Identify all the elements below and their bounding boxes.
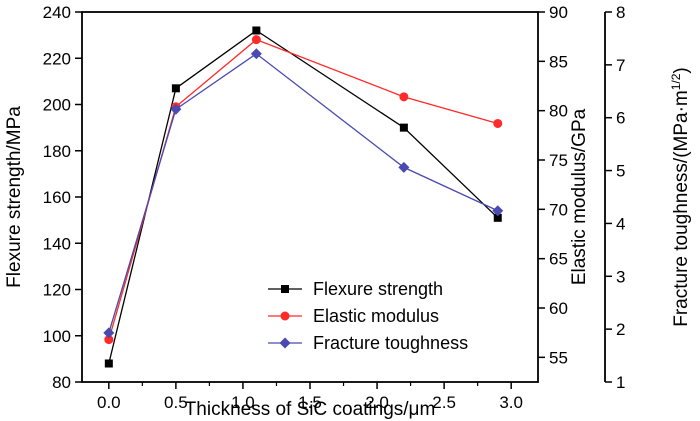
- data-point-1: [399, 92, 409, 102]
- data-point-1: [493, 118, 503, 128]
- left-tick-label: 180: [43, 142, 71, 161]
- right1-tick-label: 60: [549, 299, 568, 318]
- y-axis-right1-title: Elastic modulus/GPa: [569, 108, 590, 285]
- data-point-0: [171, 84, 180, 93]
- right2-tick-label: 2: [616, 320, 625, 339]
- left-tick-label: 200: [43, 96, 71, 115]
- x-tick-label: 1.5: [298, 393, 322, 412]
- data-point-2: [492, 205, 504, 217]
- plot-frame: [81, 11, 606, 383]
- series-layer: [103, 26, 504, 368]
- x-tick-label: 2.0: [365, 393, 389, 412]
- right2-tick-label: 4: [616, 214, 625, 233]
- left-tick-label: 100: [43, 327, 71, 346]
- data-point-0: [493, 213, 502, 222]
- left-tick-label: 160: [43, 188, 71, 207]
- left-tick-label: 220: [43, 49, 71, 68]
- y-axis-right2-title: Fracture toughness/(MPa·m1/2): [669, 67, 692, 327]
- data-point-1: [104, 335, 114, 345]
- x-tick-label: 0.5: [164, 393, 188, 412]
- data-point-1: [251, 35, 261, 45]
- right1-tick-label: 90: [549, 3, 568, 22]
- right1-tick-label: 65: [549, 250, 568, 269]
- right2-tick-label: 1: [616, 373, 625, 392]
- axis-titles: Thickness of SiC coatings/μm Flexure str…: [4, 67, 692, 420]
- right1-tick-label: 80: [549, 102, 568, 121]
- series-line-0: [108, 29, 499, 364]
- data-point-0: [399, 123, 408, 132]
- left-tick-label: 240: [43, 3, 71, 22]
- y-axis-right2-title-end: ): [671, 67, 692, 73]
- axis-ticks: [75, 11, 612, 389]
- y-axis-left-title: Flexure strength/MPa: [4, 106, 25, 288]
- x-tick-label: 0.0: [97, 393, 121, 412]
- right1-tick-label: 75: [549, 151, 568, 170]
- data-point-2: [398, 161, 410, 173]
- right2-tick-label: 8: [616, 3, 625, 22]
- y-axis-right2-title-sup: 1/2: [669, 73, 683, 90]
- x-tick-label: 1.0: [231, 393, 255, 412]
- right1-tick-label: 70: [549, 200, 568, 219]
- right2-tick-label: 7: [616, 56, 625, 75]
- left-tick-label: 140: [43, 234, 71, 253]
- y-axis-right2-title-main: Fracture toughness/(MPa·m: [671, 90, 692, 327]
- data-point-2: [170, 103, 182, 115]
- right2-tick-label: 6: [616, 109, 625, 128]
- legend: Flexure strength Elastic modulus Fracture …: [268, 279, 468, 353]
- right2-tick-label: 3: [616, 267, 625, 286]
- right2-tick-label: 5: [616, 162, 625, 181]
- x-tick-label: 2.5: [432, 393, 456, 412]
- data-point-0: [104, 359, 113, 368]
- legend-label: Flexure strength: [313, 279, 443, 299]
- right1-tick-label: 85: [549, 52, 568, 71]
- tick-labels: 0.0 0.5 1.0 1.5 2.0 2.5 3.08010012014016018020…: [43, 3, 626, 412]
- x-axis-title: Thickness of SiC coatings/μm: [185, 399, 436, 420]
- left-tick-label: 120: [43, 281, 71, 300]
- legend-label: Elastic modulus: [313, 306, 439, 326]
- data-point-2: [103, 327, 115, 339]
- legend-marker: [280, 311, 290, 321]
- legend-label: Fracture toughness: [313, 333, 468, 353]
- data-point-0: [252, 26, 261, 35]
- legend-marker: [279, 337, 291, 349]
- legend-marker: [281, 285, 289, 293]
- x-tick-label: 3.0: [499, 393, 523, 412]
- right1-tick-label: 55: [549, 348, 568, 367]
- data-point-2: [250, 48, 262, 60]
- left-tick-label: 80: [52, 373, 71, 392]
